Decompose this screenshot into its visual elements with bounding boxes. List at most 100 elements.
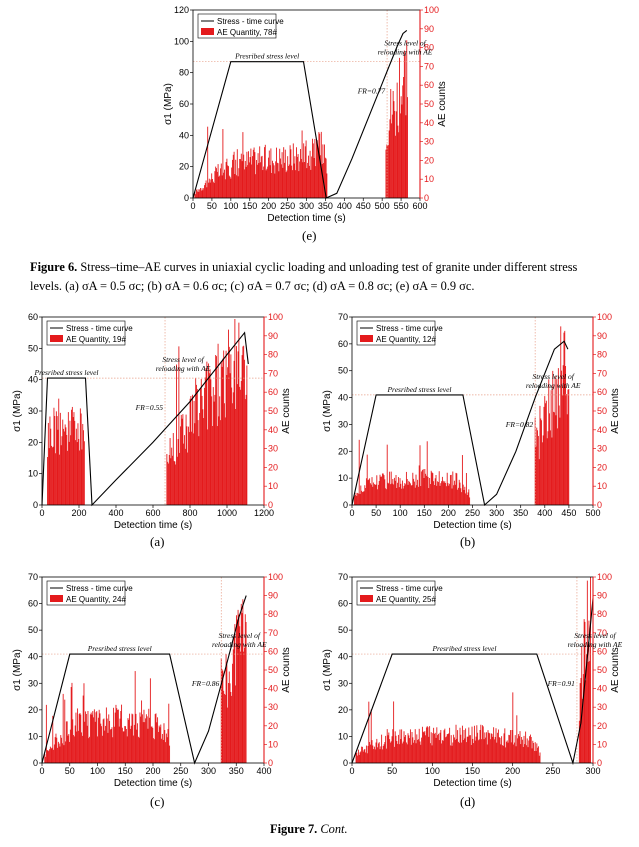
ytick-label-c-7: 70 (28, 572, 38, 582)
stress-time-curve-a (41, 331, 249, 507)
ytick-label-d-4: 40 (338, 652, 348, 662)
xtick-label-a-0: 0 (39, 508, 44, 518)
y2tick-label-d-5: 50 (597, 665, 607, 675)
y2tick-label-a-3: 30 (268, 444, 278, 454)
y2tick-label-a-10: 100 (268, 312, 283, 322)
ytick-label-b-1: 10 (338, 473, 348, 483)
x-axis-label-c: Detection time (s) (114, 778, 192, 789)
stress-time-curve-b (351, 340, 569, 507)
panel-label-d: (d) (460, 794, 476, 809)
xtick-label-d-6: 300 (585, 766, 600, 776)
legend-stress-label-c: Stress - time curve (66, 584, 133, 593)
xtick-label-e-5: 250 (280, 201, 295, 211)
xtick-label-d-2: 100 (425, 766, 440, 776)
xtick-label-e-7: 350 (318, 201, 333, 211)
ytick-label-e-1: 20 (179, 162, 189, 172)
xtick-label-d-4: 200 (505, 766, 520, 776)
ytick-label-b-4: 40 (338, 393, 348, 403)
y2tick-label-b-9: 90 (597, 331, 607, 341)
y2tick-label-d-3: 30 (597, 702, 607, 712)
panel-label-e: (e) (302, 228, 317, 243)
y2tick-label-a-8: 80 (268, 350, 278, 360)
ytick-label-c-6: 60 (28, 599, 38, 609)
ytick-label-e-0: 0 (184, 193, 189, 203)
ae-bars-e (194, 40, 408, 198)
chart-a: 0 200 400 600 800 1000 12000102030405060010203… (12, 312, 292, 531)
xtick-label-d-3: 150 (465, 766, 480, 776)
ytick-label-c-1: 10 (28, 731, 38, 741)
ytick-label-e-3: 60 (179, 99, 189, 109)
y2-axis-label-b: AE counts (610, 388, 621, 434)
xtick-label-e-1: 50 (207, 201, 217, 211)
xtick-label-c-1: 50 (65, 766, 75, 776)
y2tick-label-a-5: 50 (268, 406, 278, 416)
y2tick-label-d-8: 80 (597, 609, 607, 619)
y2tick-label-b-5: 50 (597, 406, 607, 416)
y2-axis-label-d: AE counts (610, 647, 621, 693)
xtick-label-e-11: 550 (394, 201, 409, 211)
y2tick-label-c-7: 70 (268, 628, 278, 638)
annotation-prescribed-c: Presribed stress level (87, 644, 152, 653)
y2tick-label-b-3: 30 (597, 444, 607, 454)
chart-d: 0 50 100 150 200 250 3000102030405060700102030… (322, 572, 623, 789)
ytick-label-e-4: 80 (179, 68, 189, 78)
figure-6-text: Stress–time–AE curves in uniaxial cyclic… (30, 260, 578, 293)
y2tick-label-a-1: 10 (268, 481, 278, 491)
xtick-label-a-3: 600 (145, 508, 160, 518)
ytick-label-a-3: 30 (28, 406, 38, 416)
y2tick-label-c-0: 0 (268, 758, 273, 768)
ytick-label-d-0: 0 (343, 758, 348, 768)
y2tick-label-e-8: 80 (424, 43, 434, 53)
y2tick-label-b-7: 70 (597, 368, 607, 378)
ytick-label-a-0: 0 (33, 500, 38, 510)
y2tick-label-a-6: 60 (268, 387, 278, 397)
annotation-fr-a: FR=0.55 (135, 403, 164, 412)
ae-bars-c (44, 599, 247, 763)
xtick-label-a-1: 200 (71, 508, 86, 518)
ytick-label-d-6: 60 (338, 599, 348, 609)
annotation-fr-b: FR=0.82 (505, 420, 534, 429)
xtick-label-d-5: 250 (545, 766, 560, 776)
legend-ae-label-b: AE Quantity, 12# (376, 335, 436, 344)
y2tick-label-c-5: 50 (268, 665, 278, 675)
y2tick-label-e-9: 90 (424, 24, 434, 34)
y2tick-label-d-4: 40 (597, 684, 607, 694)
chart-c: 0 50 100 150 200 250 300 350 4000102030405060700… (12, 572, 292, 789)
ytick-label-b-7: 70 (338, 312, 348, 322)
xtick-label-c-2: 100 (90, 766, 105, 776)
xtick-label-e-0: 0 (190, 201, 195, 211)
xtick-label-c-6: 300 (201, 766, 216, 776)
xtick-label-e-6: 300 (299, 201, 314, 211)
xtick-label-b-9: 450 (561, 508, 576, 518)
legend-ae-swatch-a (50, 335, 63, 342)
figure-7-caption: Figure 7. Cont. (270, 820, 348, 839)
y2tick-label-e-7: 70 (424, 61, 434, 71)
y2tick-label-e-6: 60 (424, 80, 434, 90)
annotation-prescribed-d: Presribed stress level (431, 644, 496, 653)
annotation-reload-line2-c: reloading with AE (212, 640, 267, 649)
annotation-fr-c: FR=0.86 (191, 679, 220, 688)
ytick-label-a-2: 20 (28, 437, 38, 447)
annotation-reload-line1-a: Stress level of (162, 355, 204, 364)
y-axis-label-d: σ1 (MPa) (322, 649, 333, 691)
xtick-label-e-2: 100 (223, 201, 238, 211)
xtick-label-a-2: 400 (108, 508, 123, 518)
legend-stress-label-e: Stress - time curve (217, 17, 284, 26)
y2tick-label-a-7: 70 (268, 368, 278, 378)
ytick-label-b-5: 50 (338, 366, 348, 376)
x-axis-label-d: Detection time (s) (433, 778, 511, 789)
ytick-label-b-0: 0 (343, 500, 348, 510)
figure-6-label: Figure 6. (30, 260, 78, 274)
y2-axis-label-c: AE counts (281, 647, 292, 693)
y2tick-label-c-9: 90 (268, 591, 278, 601)
annotation-reload-line1-d: Stress level of (574, 631, 616, 640)
annotation-fr-e: FR=0.77 (357, 87, 386, 96)
xtick-label-b-8: 400 (537, 508, 552, 518)
xtick-label-b-4: 200 (441, 508, 456, 518)
y2tick-label-a-2: 20 (268, 462, 278, 472)
ytick-label-a-4: 40 (28, 375, 38, 385)
ytick-label-c-0: 0 (33, 758, 38, 768)
y2tick-label-b-1: 10 (597, 481, 607, 491)
y2tick-label-c-2: 20 (268, 721, 278, 731)
annotation-prescribed-e: Presribed stress level (234, 52, 299, 61)
